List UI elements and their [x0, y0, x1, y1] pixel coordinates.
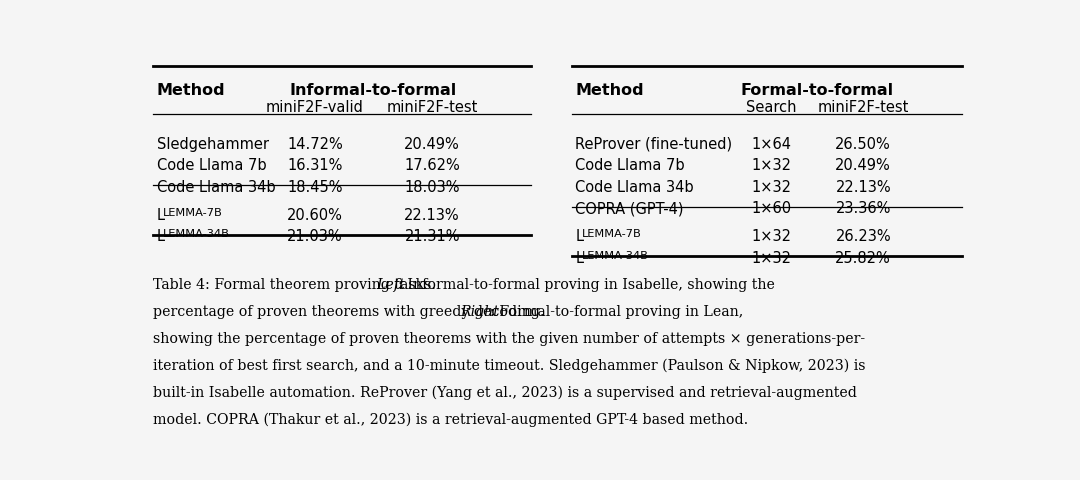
Text: Method: Method — [157, 83, 226, 97]
Text: 1×32: 1×32 — [751, 179, 792, 194]
Text: Code Llama 7b: Code Llama 7b — [157, 158, 267, 173]
Text: 26.50%: 26.50% — [835, 136, 891, 151]
Text: miniF2F-test: miniF2F-test — [818, 100, 909, 115]
Text: 14.72%: 14.72% — [287, 136, 342, 151]
Text: percentage of proven theorems with greedy decoding.: percentage of proven theorems with greed… — [153, 304, 550, 318]
Text: 16.31%: 16.31% — [287, 158, 342, 173]
Text: 18.03%: 18.03% — [404, 179, 460, 194]
Text: LEMMA-34B: LEMMA-34B — [581, 250, 648, 260]
Text: iteration of best first search, and a 10-minute timeout. Sledgehammer (Paulson &: iteration of best first search, and a 10… — [153, 358, 866, 372]
Text: ReProver (fine-tuned): ReProver (fine-tuned) — [576, 136, 732, 151]
Text: : Formal-to-formal proving in Lean,: : Formal-to-formal proving in Lean, — [490, 304, 744, 318]
Text: built-in Isabelle automation. ReProver (Yang et al., 2023) is a supervised and r: built-in Isabelle automation. ReProver (… — [153, 385, 858, 399]
Text: Search: Search — [746, 100, 796, 115]
Text: Code Llama 34b: Code Llama 34b — [576, 179, 693, 194]
Text: 22.13%: 22.13% — [835, 179, 891, 194]
Text: Sledgehammer: Sledgehammer — [157, 136, 269, 151]
Text: model. COPRA (Thakur et al., 2023) is a retrieval-augmented GPT-4 based method.: model. COPRA (Thakur et al., 2023) is a … — [153, 412, 748, 426]
Text: miniF2F-test: miniF2F-test — [387, 100, 477, 115]
Text: 21.31%: 21.31% — [404, 229, 460, 244]
Text: LEMMA-7B: LEMMA-7B — [163, 207, 222, 217]
Text: Method: Method — [576, 83, 644, 97]
Text: 20.60%: 20.60% — [287, 207, 342, 222]
Text: Table 4: Formal theorem proving tasks.: Table 4: Formal theorem proving tasks. — [153, 277, 441, 291]
Text: miniF2F-valid: miniF2F-valid — [266, 100, 364, 115]
Text: Code Llama 7b: Code Llama 7b — [576, 158, 685, 173]
Text: : Informal-to-formal proving in Isabelle, showing the: : Informal-to-formal proving in Isabelle… — [399, 277, 775, 291]
Text: Formal-to-formal: Formal-to-formal — [741, 83, 894, 97]
Text: 17.62%: 17.62% — [404, 158, 460, 173]
Text: 18.45%: 18.45% — [287, 179, 342, 194]
Text: L: L — [157, 229, 165, 244]
Text: Right: Right — [460, 304, 499, 318]
Text: 21.03%: 21.03% — [287, 229, 342, 244]
Text: showing the percentage of proven theorems with the given number of attempts × ge: showing the percentage of proven theorem… — [153, 331, 865, 345]
Text: 1×32: 1×32 — [751, 229, 792, 244]
Text: 1×64: 1×64 — [751, 136, 792, 151]
Text: LEMMA-34B: LEMMA-34B — [163, 229, 230, 239]
Text: 20.49%: 20.49% — [404, 136, 460, 151]
Text: 23.36%: 23.36% — [836, 201, 891, 216]
Text: Code Llama 34b: Code Llama 34b — [157, 179, 275, 194]
Text: 1×32: 1×32 — [751, 158, 792, 173]
Text: 26.23%: 26.23% — [835, 229, 891, 244]
Text: COPRA (GPT-4): COPRA (GPT-4) — [576, 201, 684, 216]
Text: 25.82%: 25.82% — [835, 250, 891, 265]
Text: L: L — [576, 250, 583, 265]
Text: Left: Left — [376, 277, 405, 291]
Text: 1×32: 1×32 — [751, 250, 792, 265]
Text: 22.13%: 22.13% — [404, 207, 460, 222]
Text: 20.49%: 20.49% — [835, 158, 891, 173]
Text: Informal-to-formal: Informal-to-formal — [289, 83, 457, 97]
Text: 1×60: 1×60 — [751, 201, 792, 216]
Text: L: L — [576, 229, 583, 244]
Text: LEMMA-7B: LEMMA-7B — [581, 229, 642, 239]
Text: L: L — [157, 207, 165, 222]
